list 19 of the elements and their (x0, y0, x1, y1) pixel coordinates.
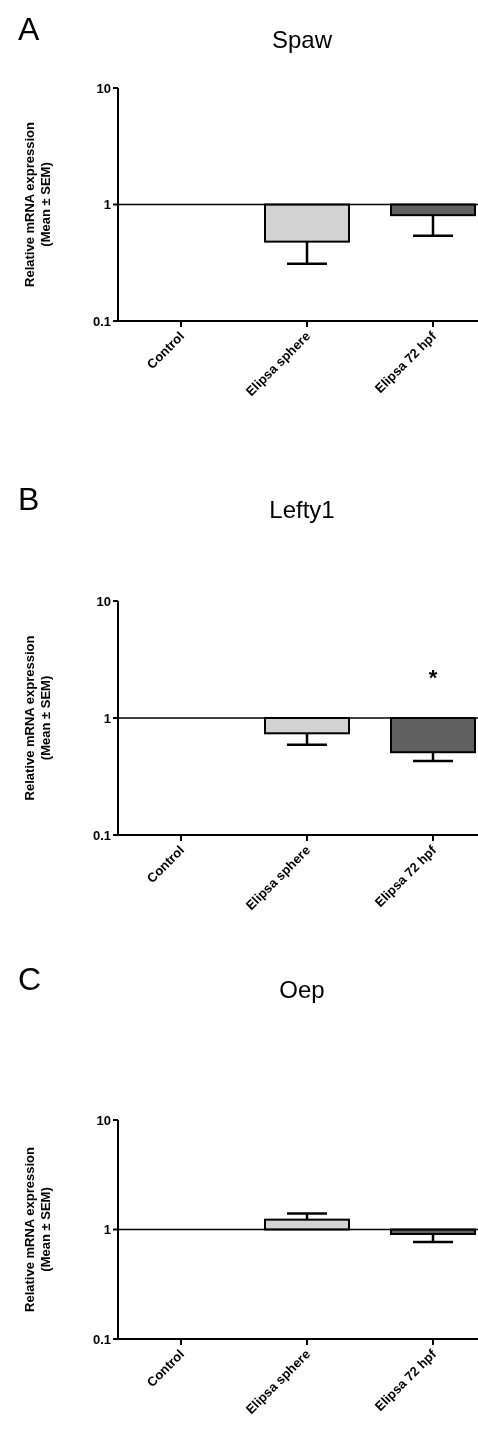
chart-title: Oep (279, 976, 325, 1003)
y-tick-label: 10 (96, 80, 111, 96)
chart-title: Lefty1 (269, 496, 335, 523)
y-tick-label: 1 (103, 710, 111, 726)
text: B (18, 481, 40, 517)
annotation: * (428, 665, 438, 691)
y-tick-label: 10 (96, 593, 111, 609)
y-axis-title: Relative mRNA expression (Mean ± SEM) (22, 635, 53, 801)
y-tick-label: 10 (96, 1112, 111, 1128)
text: C (18, 961, 42, 997)
y-axis-title: Relative mRNA expression (Mean ± SEM) (22, 121, 53, 287)
y-tick-label: 0.1 (92, 1331, 111, 1347)
y-tick-label: 0.1 (92, 827, 111, 843)
y-tick-label: 1 (103, 1222, 111, 1238)
y-tick-label: 0.1 (92, 313, 111, 329)
text: A (18, 11, 40, 47)
y-tick-label: 1 (103, 197, 111, 213)
y-axis-title: Relative mRNA expression (Mean ± SEM) (22, 1146, 53, 1312)
chart-title: Spaw (271, 26, 333, 53)
